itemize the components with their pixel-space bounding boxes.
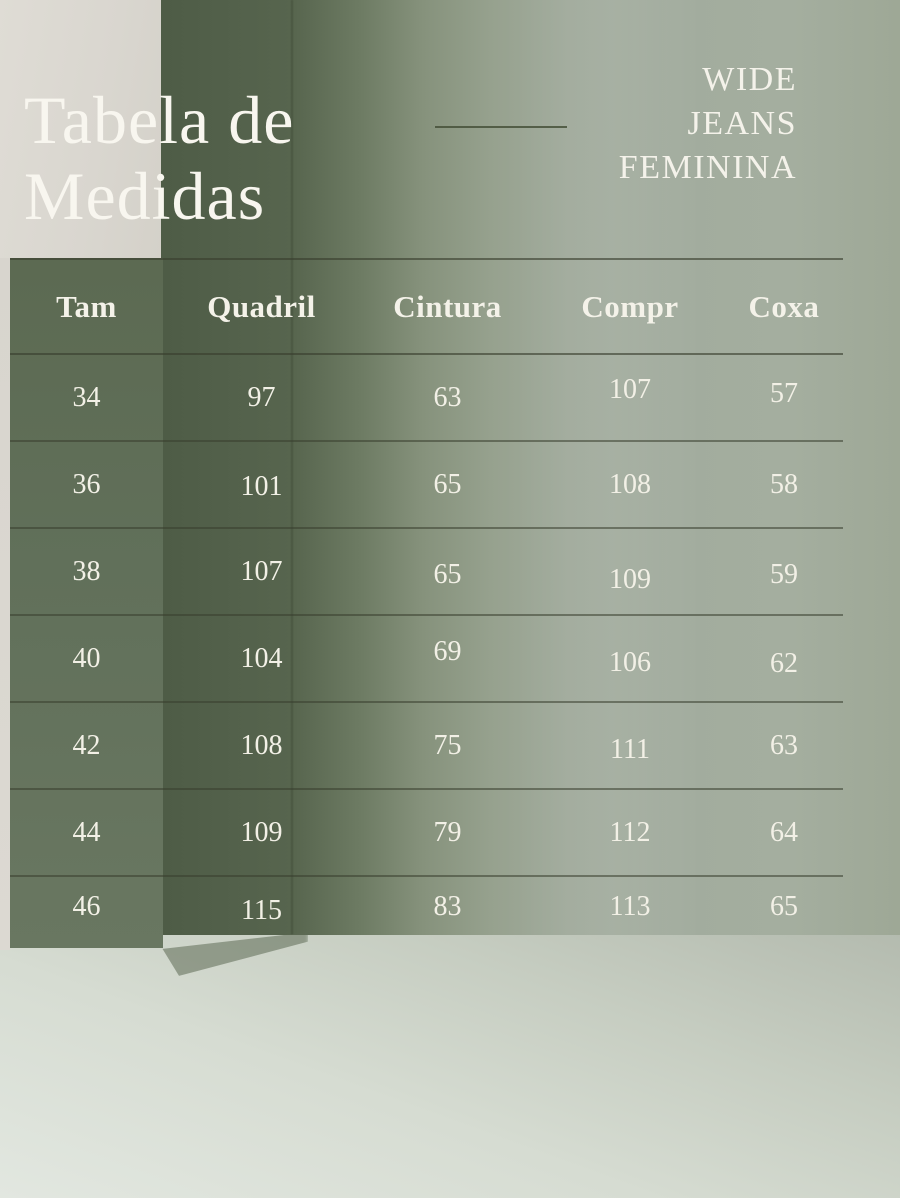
- table-row: 36 101 65 108 58: [10, 442, 843, 529]
- table-cell: 44: [72, 816, 101, 848]
- wall-seam: [291, 0, 293, 935]
- table-cell: 107: [240, 555, 283, 587]
- table-row: 44 109 79 112 64: [10, 790, 843, 877]
- poster-title-line1: Tabela de: [24, 81, 295, 158]
- table-row: 40 104 69 106 62: [10, 616, 843, 703]
- table-cell: 109: [609, 563, 651, 595]
- product-subtitle: WIDE JEANS FEMININA: [619, 58, 797, 191]
- table-cell: 108: [609, 468, 651, 500]
- table-cell: 97: [247, 381, 276, 413]
- table-cell: 104: [240, 642, 283, 674]
- table-cell: 46: [72, 891, 101, 922]
- table-cell: 36: [72, 468, 101, 500]
- table-cell: 69: [433, 635, 462, 667]
- table-row: 34 97 63 107 57: [10, 355, 843, 442]
- table-cell: 65: [433, 468, 462, 500]
- table-cell: 38: [72, 555, 101, 587]
- table-cell: 108: [240, 729, 283, 761]
- table-cell: 115: [241, 895, 282, 926]
- table-cell: 113: [609, 891, 651, 922]
- table-cell: 107: [609, 373, 651, 405]
- subtitle-line-3: FEMININA: [618, 149, 797, 187]
- table-cell: 79: [433, 816, 462, 848]
- table-cell: 63: [770, 729, 798, 761]
- table-header-row: Tam Quadril Cintura Compr Coxa: [10, 260, 843, 355]
- subtitle-line-1: WIDE: [702, 61, 797, 98]
- table-cell: 40: [72, 642, 101, 674]
- header-quadril: Quadril: [207, 288, 316, 324]
- size-chart-table: Tam Quadril Cintura Compr Coxa 34 97 63 …: [10, 258, 843, 937]
- floor: [0, 935, 900, 1198]
- table-cell: 106: [609, 646, 651, 678]
- poster-title-line2: Medidas: [24, 158, 266, 235]
- table-cell: 59: [770, 558, 798, 590]
- table-cell: 83: [433, 891, 462, 922]
- table-cell: 109: [240, 816, 283, 848]
- table-row: 46 115 83 113 65: [10, 877, 843, 937]
- header-cintura: Cintura: [393, 288, 502, 324]
- table-cell: 34: [72, 381, 101, 413]
- table-cell: 111: [610, 733, 650, 765]
- table-cell: 57: [770, 377, 798, 409]
- poster-title: Tabela de Medidas: [24, 82, 294, 236]
- table-cell: 75: [433, 729, 462, 761]
- table-cell: 112: [609, 816, 651, 848]
- subtitle-line-2: JEANS: [687, 105, 797, 143]
- table-cell: 63: [433, 381, 462, 413]
- beige-wall-panel: [0, 0, 161, 258]
- table-cell: 42: [72, 729, 101, 761]
- beige-wall-strip: [0, 258, 10, 950]
- table-cell: 65: [770, 891, 798, 922]
- header-compr: Compr: [581, 288, 679, 324]
- table-row: 42 108 75 111 63: [10, 703, 843, 790]
- table-cell: 64: [770, 816, 798, 848]
- table-cell: 65: [433, 558, 462, 590]
- table-cell: 101: [240, 470, 283, 502]
- table-cell: 58: [770, 468, 798, 500]
- header-coxa: Coxa: [748, 288, 820, 324]
- first-column-panel: [10, 258, 163, 948]
- accent-line: [435, 126, 567, 128]
- table-cell: 62: [770, 647, 798, 679]
- header-tam: Tam: [56, 288, 117, 324]
- table-row: 38 107 65 109 59: [10, 529, 843, 616]
